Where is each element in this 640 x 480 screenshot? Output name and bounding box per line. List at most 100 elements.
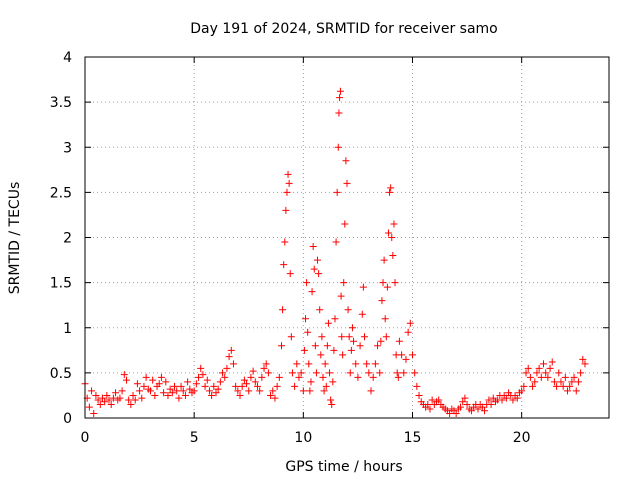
data-point bbox=[186, 385, 194, 393]
data-point bbox=[208, 391, 216, 399]
data-point bbox=[537, 373, 545, 381]
data-point bbox=[138, 394, 146, 402]
data-point bbox=[304, 328, 312, 336]
data-point bbox=[275, 373, 283, 381]
data-point bbox=[309, 243, 317, 251]
data-point bbox=[327, 396, 335, 404]
data-point bbox=[107, 400, 115, 408]
x-tick-label: 0 bbox=[81, 430, 90, 446]
data-point bbox=[279, 306, 287, 314]
data-point bbox=[391, 279, 399, 287]
data-point bbox=[526, 373, 534, 381]
data-point bbox=[295, 373, 303, 381]
data-point bbox=[415, 391, 423, 399]
data-point bbox=[234, 387, 242, 395]
data-point bbox=[389, 252, 397, 260]
x-tick-label: 10 bbox=[294, 430, 312, 446]
data-point bbox=[459, 398, 467, 406]
data-point bbox=[310, 265, 318, 273]
data-point bbox=[376, 369, 384, 377]
data-point bbox=[550, 378, 558, 386]
data-point bbox=[570, 373, 578, 381]
data-point bbox=[335, 109, 343, 117]
data-point bbox=[393, 369, 401, 377]
data-point bbox=[116, 394, 124, 402]
data-point bbox=[564, 387, 572, 395]
data-point bbox=[382, 333, 390, 341]
y-tick-label: 3.5 bbox=[50, 95, 72, 111]
x-tick-label: 15 bbox=[404, 430, 422, 446]
data-point bbox=[329, 378, 337, 386]
data-point bbox=[546, 364, 554, 372]
data-point bbox=[316, 306, 324, 314]
data-point bbox=[232, 382, 240, 390]
data-point bbox=[253, 382, 261, 390]
data-point bbox=[533, 369, 541, 377]
data-point bbox=[518, 387, 526, 395]
data-point bbox=[409, 351, 416, 359]
data-point bbox=[157, 373, 165, 381]
data-point bbox=[559, 382, 567, 390]
data-point bbox=[489, 394, 497, 402]
data-point bbox=[524, 364, 532, 372]
y-tick-label: 2.5 bbox=[50, 185, 72, 201]
data-point bbox=[341, 220, 349, 228]
data-point bbox=[305, 360, 313, 368]
data-point bbox=[216, 378, 224, 386]
data-point bbox=[347, 346, 355, 354]
data-point bbox=[260, 364, 268, 372]
data-point bbox=[555, 369, 563, 377]
data-point bbox=[221, 373, 229, 381]
data-point bbox=[452, 409, 460, 417]
data-point bbox=[574, 378, 582, 386]
data-point bbox=[140, 382, 148, 390]
data-point bbox=[487, 400, 495, 408]
data-point bbox=[544, 373, 552, 381]
data-point bbox=[395, 337, 403, 345]
data-point bbox=[269, 387, 277, 395]
data-point bbox=[333, 188, 341, 196]
data-point bbox=[249, 367, 257, 375]
y-tick-label: 0 bbox=[63, 411, 72, 427]
data-point bbox=[311, 342, 319, 350]
data-point bbox=[402, 355, 410, 363]
data-point bbox=[245, 387, 253, 395]
data-point bbox=[367, 387, 375, 395]
data-point bbox=[160, 389, 168, 397]
data-point bbox=[122, 376, 130, 384]
data-point bbox=[109, 394, 117, 402]
data-point bbox=[342, 157, 350, 165]
data-point bbox=[548, 358, 556, 366]
data-point bbox=[387, 184, 395, 192]
data-point bbox=[404, 328, 412, 336]
data-point bbox=[390, 220, 398, 228]
data-point bbox=[509, 396, 517, 404]
data-point bbox=[522, 369, 530, 377]
data-point bbox=[337, 292, 345, 300]
data-point bbox=[374, 342, 382, 350]
data-point bbox=[343, 179, 351, 187]
data-point bbox=[542, 369, 550, 377]
data-point bbox=[435, 396, 443, 404]
data-point bbox=[334, 143, 342, 151]
data-point bbox=[284, 170, 292, 178]
data-point bbox=[98, 394, 106, 402]
data-point bbox=[227, 346, 235, 354]
data-point bbox=[379, 279, 387, 287]
data-point bbox=[142, 373, 150, 381]
data-point bbox=[195, 373, 203, 381]
data-point bbox=[280, 261, 288, 269]
data-point bbox=[214, 385, 222, 393]
data-point bbox=[286, 270, 294, 278]
data-point bbox=[350, 337, 358, 345]
data-point bbox=[413, 382, 421, 390]
y-tick-label: 0.5 bbox=[50, 366, 72, 382]
data-point bbox=[345, 333, 353, 341]
data-point bbox=[380, 256, 388, 264]
data-point bbox=[354, 373, 362, 381]
data-point bbox=[112, 389, 120, 397]
data-point bbox=[133, 380, 141, 388]
data-point bbox=[166, 385, 174, 393]
data-point bbox=[190, 387, 198, 395]
data-point bbox=[318, 333, 326, 341]
